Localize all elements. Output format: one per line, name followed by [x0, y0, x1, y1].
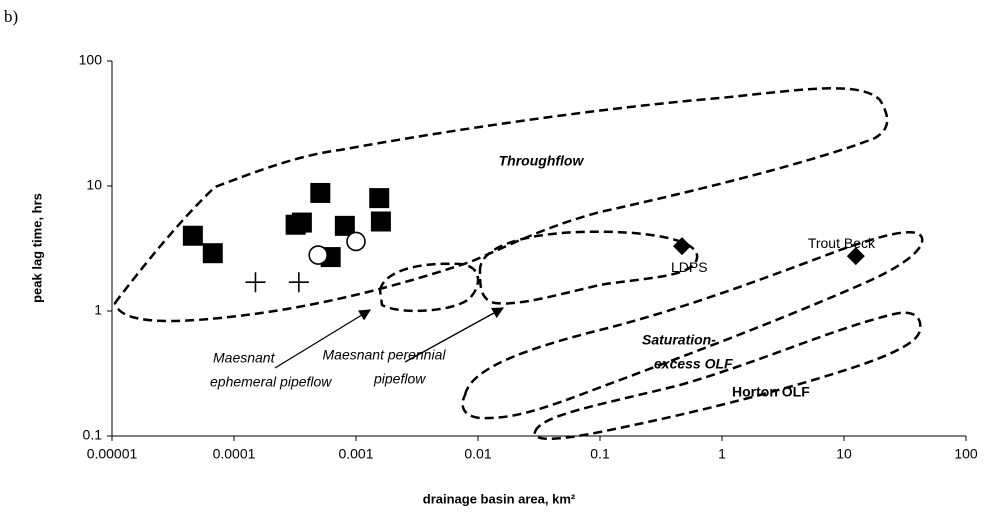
ephemeral-envelope — [378, 262, 480, 313]
square-point — [334, 215, 355, 236]
y-tick-label: 1 — [94, 302, 102, 318]
panel-label: b) — [4, 7, 18, 26]
annotation: Saturation- — [642, 332, 716, 348]
diamond-point — [672, 237, 691, 256]
x-axis-title: drainage basin area, km² — [423, 491, 576, 506]
annotation: pipeflow — [373, 371, 426, 387]
annotation: Maesnant perennial — [323, 347, 447, 363]
square-point — [369, 188, 390, 209]
throughflow-envelope — [113, 87, 889, 323]
annotation: excess OLF — [654, 356, 733, 372]
x-tick-label: 1 — [718, 446, 726, 462]
square-point — [291, 212, 312, 233]
x-tick-label: 0.01 — [464, 446, 491, 462]
annotation: ephemeral pipeflow — [210, 374, 332, 390]
x-tick-label: 0.0001 — [213, 446, 256, 462]
x-tick-label: 10 — [836, 446, 852, 462]
plus-point — [245, 272, 266, 293]
circle-point — [346, 231, 366, 252]
horton-envelope — [533, 311, 922, 440]
point-label: LDPS — [671, 259, 708, 275]
plus-point — [288, 272, 309, 293]
point-label: Trout Beck — [808, 235, 876, 251]
arrow — [274, 309, 371, 369]
square-point — [202, 243, 223, 264]
x-tick-label: 0.001 — [338, 446, 373, 462]
y-axis-title: peak lag time, hrs — [29, 193, 44, 303]
square-point — [370, 211, 391, 232]
saturation-envelope — [461, 230, 924, 420]
y-tick-label: 100 — [79, 52, 103, 68]
diamond-point — [846, 247, 865, 266]
perennial-envelope — [478, 230, 699, 305]
annotation: Horton OLF — [732, 384, 810, 400]
y-tick-label: 0.1 — [83, 427, 103, 443]
annotation: Throughflow — [499, 153, 585, 169]
circle-point — [308, 245, 329, 265]
x-tick-label: 0.00001 — [87, 446, 138, 462]
x-tick-label: 100 — [954, 446, 978, 462]
square-point — [310, 182, 331, 203]
y-tick-label: 10 — [86, 177, 102, 193]
x-tick-label: 0.1 — [590, 446, 610, 462]
square-point — [182, 225, 203, 246]
arrow — [404, 307, 505, 363]
annotation: Maesnant — [213, 350, 276, 366]
